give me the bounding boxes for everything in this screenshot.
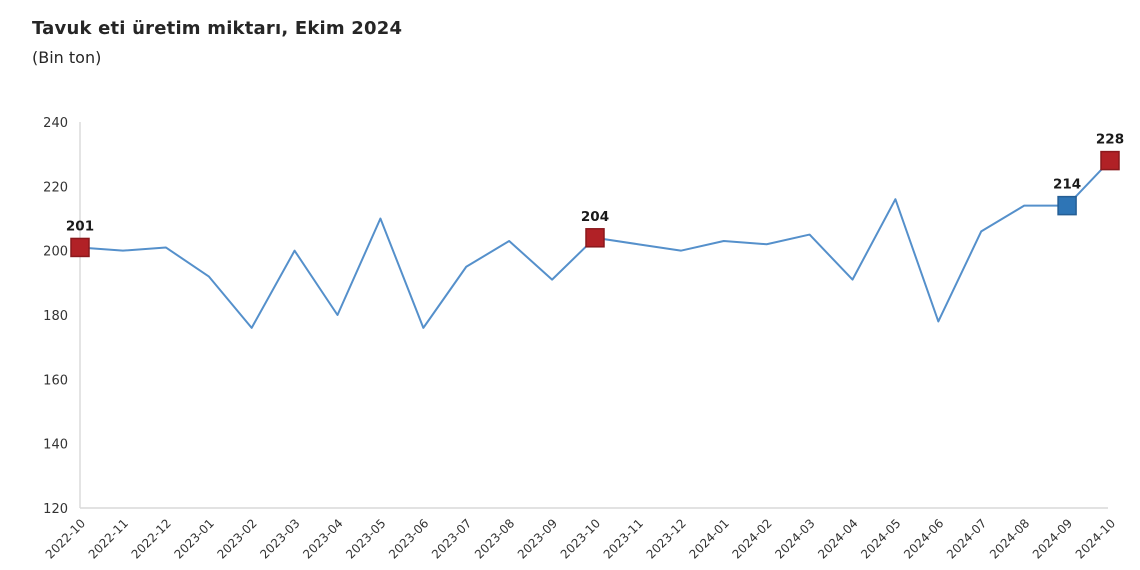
x-axis-tick-label: 2024-07 [944, 516, 989, 561]
x-axis-tick-label: 2023-08 [472, 516, 517, 561]
data-point-label-2022-10: 201 [66, 218, 94, 234]
y-axis-tick-label: 180 [43, 309, 68, 324]
data-point-marker-2022-10 [70, 237, 90, 258]
x-axis-tick-label: 2022-12 [129, 516, 174, 561]
x-axis-tick-label: 2023-09 [515, 516, 560, 561]
x-axis-tick-label: 2023-02 [214, 516, 259, 561]
x-axis-tick-label: 2024-09 [1030, 516, 1075, 561]
chart-header: Tavuk eti üretim miktarı, Ekim 2024 (Bin… [32, 18, 402, 67]
y-axis-tick-label: 240 [43, 116, 68, 131]
data-point-label-2024-10: 228 [1096, 132, 1124, 148]
y-axis-tick-label: 200 [43, 245, 68, 260]
y-axis-tick-label: 120 [43, 502, 68, 517]
x-axis-tick-label: 2023-04 [300, 516, 345, 561]
x-axis-tick-label: 2023-07 [429, 516, 474, 561]
x-axis-tick-label: 2023-11 [601, 516, 646, 561]
x-axis-tick-label: 2024-01 [687, 516, 732, 561]
x-axis-tick-label: 2023-05 [343, 516, 388, 561]
chart-unit-label: (Bin ton) [32, 48, 102, 67]
x-axis-tick-label: 2024-08 [987, 516, 1032, 561]
data-point-label-2024-09: 214 [1053, 177, 1081, 193]
data-point-marker-2024-09 [1057, 195, 1077, 216]
x-axis-tick-label: 2023-12 [644, 516, 689, 561]
x-axis-tick-label: 2024-03 [772, 516, 817, 561]
x-axis-tick-label: 2024-02 [729, 516, 774, 561]
x-axis-tick-label: 2022-10 [43, 516, 88, 561]
x-axis-tick-label: 2023-10 [558, 516, 603, 561]
x-axis-tick-label: 2024-10 [1073, 516, 1118, 561]
x-axis-tick-label: 2024-05 [858, 516, 903, 561]
data-point-marker-2023-10 [585, 228, 605, 248]
data-point-marker-2024-10 [1100, 150, 1120, 171]
x-axis-tick-label: 2023-01 [172, 516, 217, 561]
x-axis-tick-label: 2024-04 [815, 516, 860, 561]
x-axis-tick-label: 2024-06 [901, 516, 946, 561]
y-axis-tick-label: 160 [43, 373, 68, 388]
y-axis-tick-label: 140 [43, 438, 68, 453]
data-point-label-2023-10: 204 [581, 209, 609, 225]
chart-title: Tavuk eti üretim miktarı, Ekim 2024 [32, 18, 403, 39]
x-axis-tick-label: 2023-06 [386, 516, 431, 561]
x-axis-tick-label: 2022-11 [86, 516, 131, 561]
x-axis-tick-label: 2023-03 [257, 516, 302, 561]
y-axis-tick-label: 220 [43, 180, 68, 195]
